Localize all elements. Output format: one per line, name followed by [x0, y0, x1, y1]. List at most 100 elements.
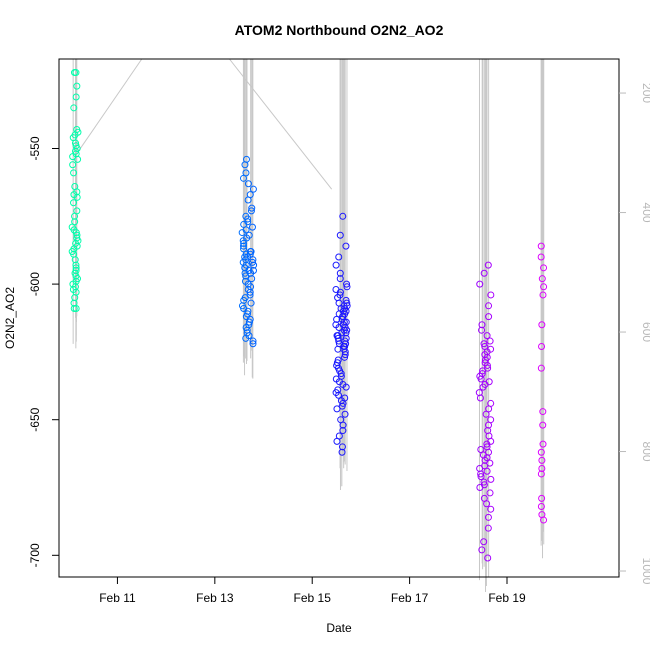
- data-point: [341, 351, 349, 359]
- data-point: [540, 283, 548, 291]
- data-point: [242, 272, 250, 280]
- data-point: [537, 448, 545, 456]
- data-point: [336, 288, 344, 296]
- data-point: [240, 239, 248, 247]
- data-point: [483, 361, 491, 369]
- data-point: [483, 467, 491, 475]
- data-point: [240, 245, 248, 253]
- data-point: [249, 337, 257, 345]
- data-point: [248, 275, 256, 283]
- data-point: [484, 261, 492, 269]
- data-point: [476, 394, 484, 402]
- data-point: [339, 212, 347, 220]
- depth-profile-lines: [72, 58, 545, 592]
- data-point: [245, 318, 253, 326]
- y-tick-label: -700: [28, 543, 42, 567]
- data-point: [487, 505, 495, 513]
- data-point: [70, 199, 78, 207]
- data-point: [333, 315, 341, 323]
- data-point: [537, 470, 545, 478]
- data-point: [484, 513, 492, 521]
- data-point: [332, 286, 340, 294]
- data-point: [72, 93, 80, 101]
- y-tick-label: -550: [28, 136, 42, 160]
- data-point: [479, 367, 487, 375]
- data-point: [537, 253, 545, 261]
- data-point: [341, 410, 349, 418]
- data-point: [476, 280, 484, 288]
- data-point: [538, 465, 546, 473]
- data-point: [244, 215, 252, 223]
- data-point: [477, 375, 485, 383]
- data-point: [342, 329, 350, 337]
- y-axis: -700 -650 -600 -550: [28, 136, 59, 567]
- data-point: [249, 340, 257, 348]
- right-tick-label: 800: [640, 442, 650, 462]
- chart-title: ATOM2 Northbound O2N2_AO2: [235, 22, 444, 38]
- data-point: [332, 261, 340, 269]
- data-point: [248, 204, 256, 212]
- data-point: [478, 326, 486, 334]
- data-point: [339, 427, 347, 435]
- data-point: [478, 321, 486, 329]
- data-point: [71, 256, 79, 264]
- data-point: [537, 502, 545, 510]
- x-tick-label: Feb 13: [196, 591, 234, 605]
- data-point: [485, 405, 493, 413]
- data-point: [480, 538, 488, 546]
- data-point: [246, 288, 254, 296]
- data-point: [338, 443, 346, 451]
- data-point: [333, 437, 341, 445]
- data-point: [250, 261, 258, 269]
- data-point: [70, 69, 78, 77]
- data-point: [73, 82, 81, 90]
- x-tick-label: Feb 19: [488, 591, 526, 605]
- data-point: [244, 180, 252, 188]
- data-point: [335, 337, 343, 345]
- right-axis: 200 400 600 800 1000: [619, 83, 650, 585]
- data-point: [477, 470, 485, 478]
- transit-line: [229, 58, 333, 190]
- data-point: [539, 291, 547, 299]
- data-point: [249, 256, 257, 264]
- data-point: [538, 456, 546, 464]
- data-point: [334, 345, 342, 353]
- data-point: [485, 313, 493, 321]
- data-points: [68, 69, 548, 562]
- data-point: [538, 342, 546, 350]
- data-point: [539, 408, 547, 416]
- data-point: [537, 242, 545, 250]
- data-point: [538, 321, 546, 329]
- data-point: [70, 305, 78, 313]
- data-point: [484, 554, 492, 562]
- data-point: [487, 291, 495, 299]
- data-point: [478, 546, 486, 554]
- data-point: [477, 473, 485, 481]
- data-point: [480, 478, 488, 486]
- data-point: [540, 264, 548, 272]
- data-point: [336, 269, 344, 277]
- data-point: [338, 402, 346, 410]
- data-point: [343, 280, 351, 288]
- x-tick-label: Feb 17: [391, 591, 429, 605]
- x-tick-label: Feb 15: [294, 591, 332, 605]
- data-point: [485, 302, 493, 310]
- data-point: [539, 421, 547, 429]
- right-tick-label: 200: [640, 83, 650, 103]
- data-point: [343, 283, 351, 291]
- data-point: [482, 410, 490, 418]
- data-point: [538, 275, 546, 283]
- data-point: [74, 155, 82, 163]
- data-point: [71, 212, 79, 220]
- data-point: [337, 370, 345, 378]
- data-point: [71, 294, 79, 302]
- data-point: [342, 383, 350, 391]
- data-point: [241, 161, 249, 169]
- data-point: [333, 405, 341, 413]
- data-point: [339, 421, 347, 429]
- data-point: [249, 185, 257, 193]
- x-tick-label: Feb 11: [99, 591, 136, 605]
- y-axis-label: O2N2_AO2: [3, 287, 17, 349]
- data-point: [72, 261, 80, 269]
